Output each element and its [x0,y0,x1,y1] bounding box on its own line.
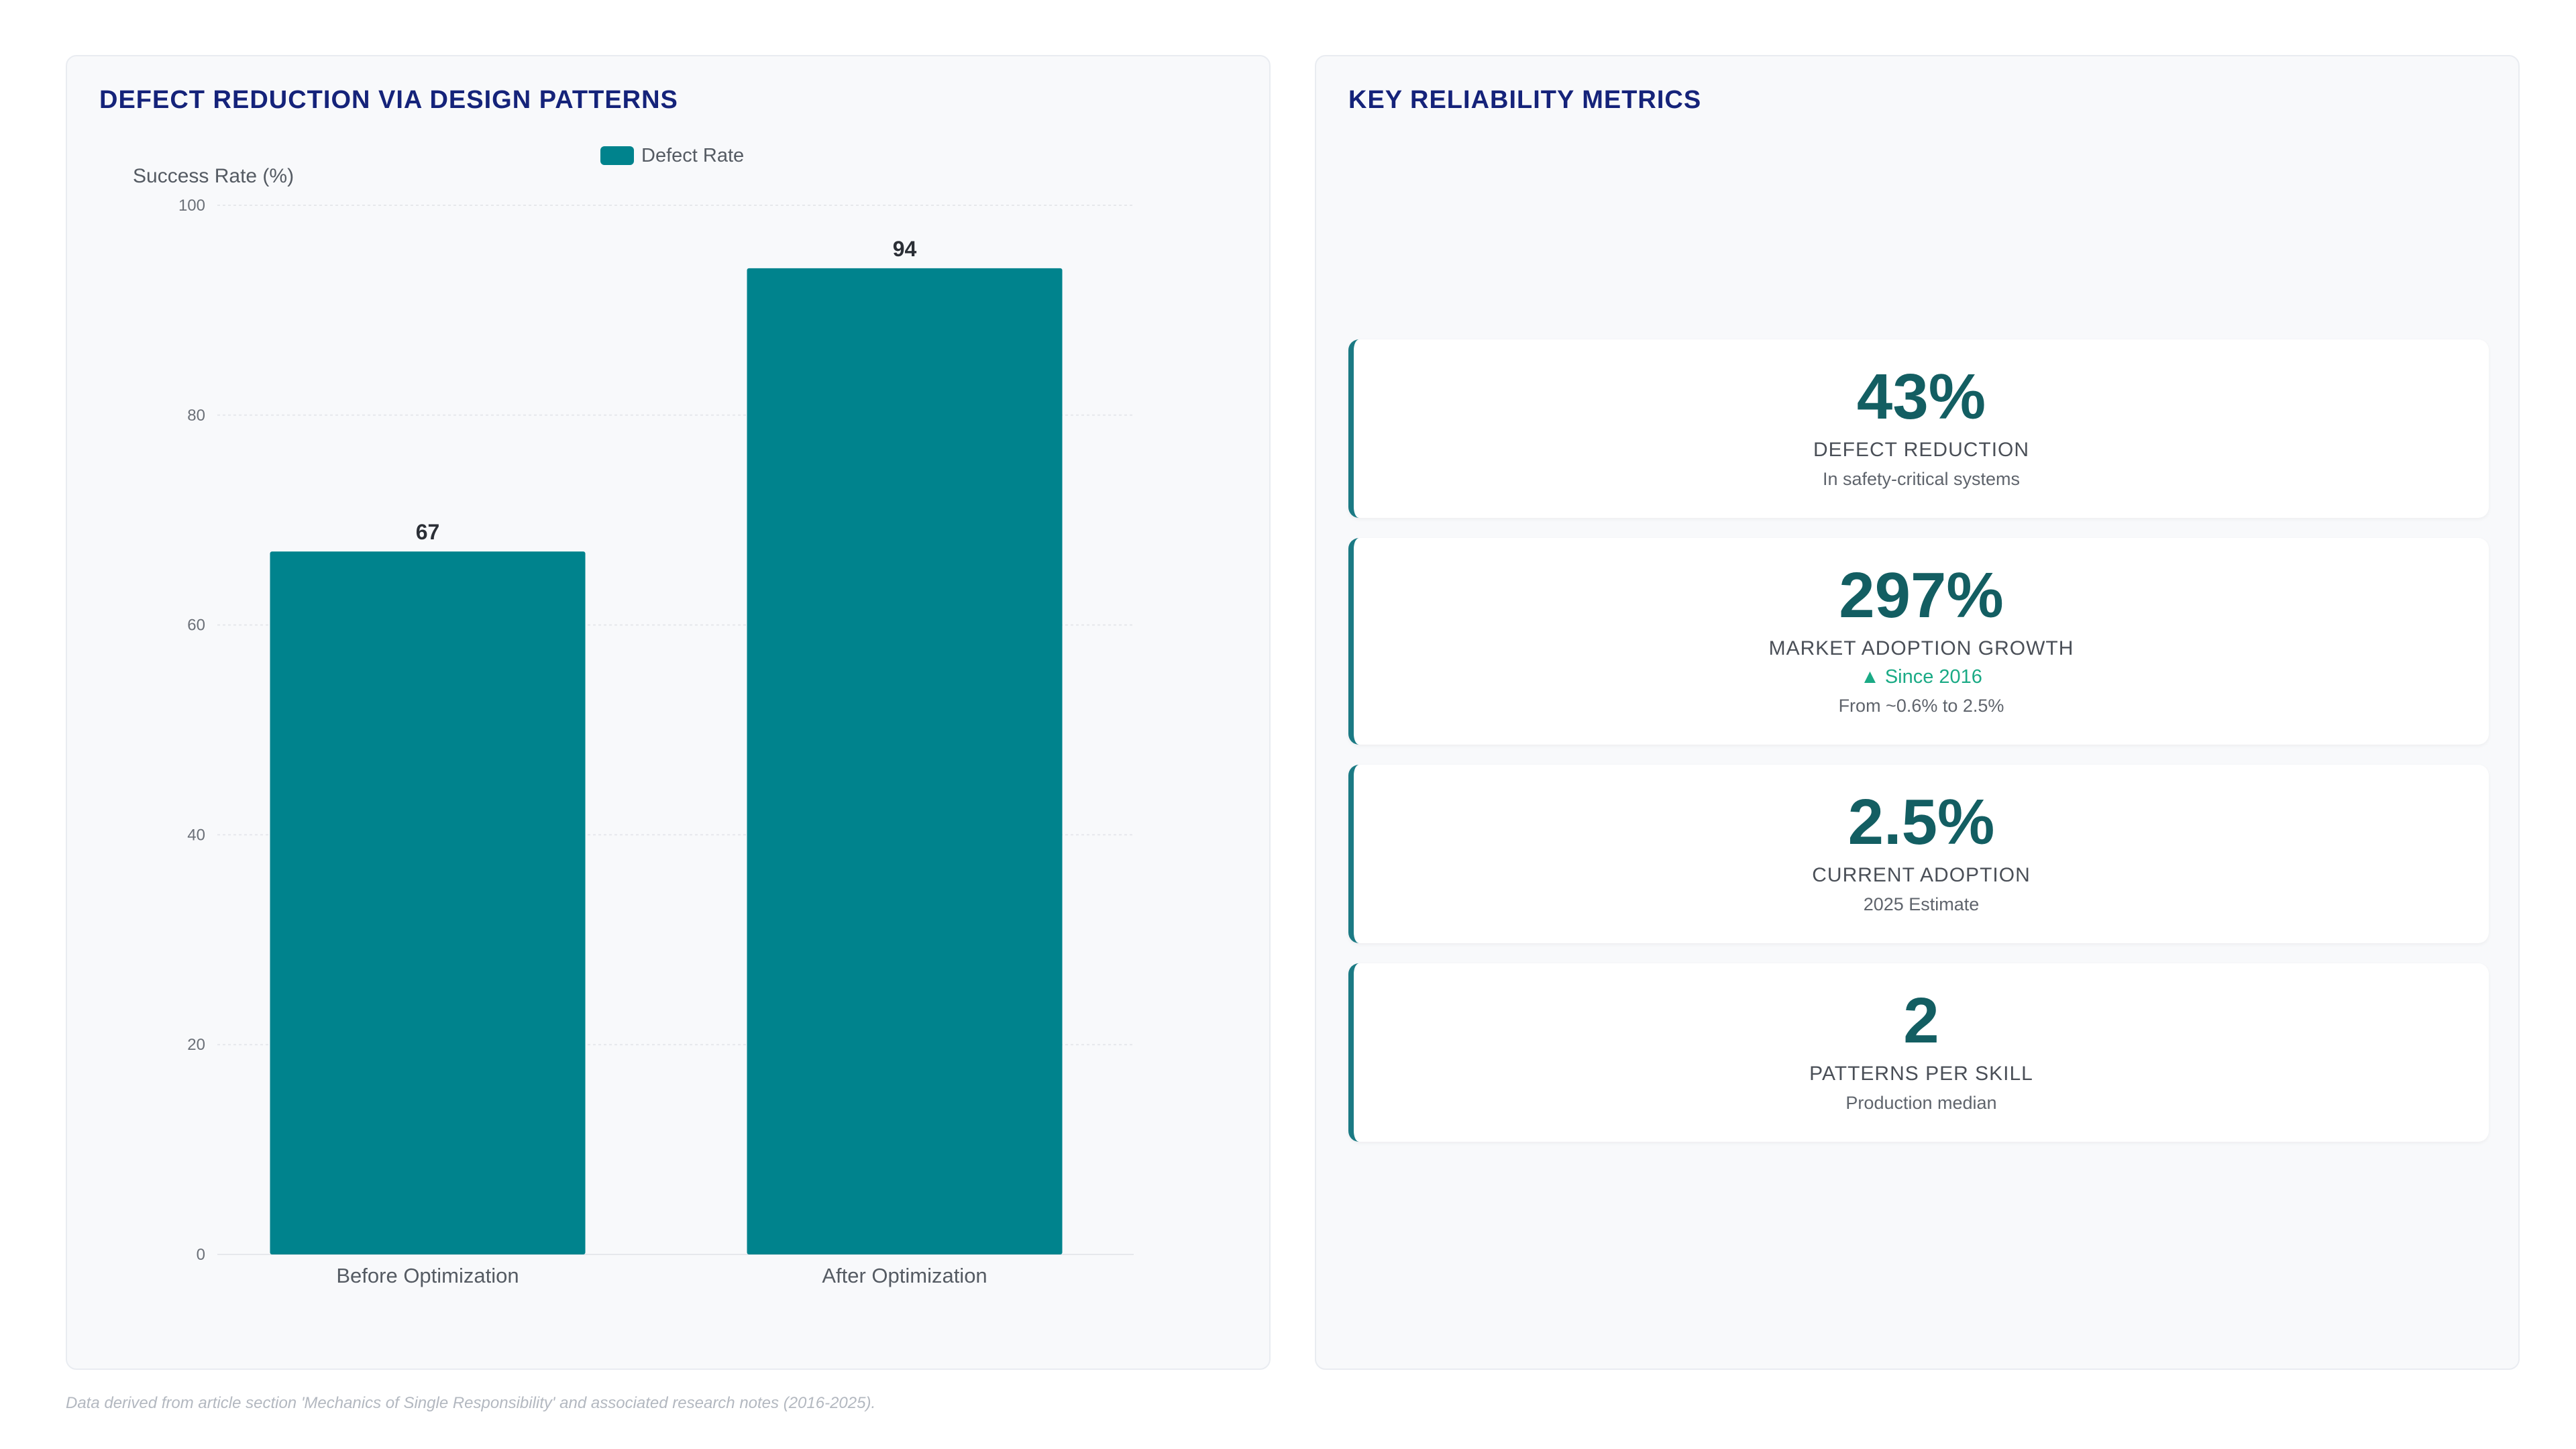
metric-value: 2.5% [1847,786,1995,858]
bar-chart: 0 20 40 60 80 100 Success Rate (%) Defect Rate 6… [133,145,1134,1287]
y-axis-label: Success Rate (%) [133,165,294,187]
x-tick-label: After Optimization [822,1264,987,1287]
metric-label: PATTERNS PER SKILL [1809,1063,2033,1085]
y-tick-label: 20 [187,1036,205,1054]
metric-label: DEFECT REDUCTION [1813,439,2030,461]
metric-card-patterns-per-skill: 2 PATTERNS PER SKILL Production median [1348,963,2489,1142]
metric-trend-up: ▲ Since 2016 [1860,666,1982,688]
metric-card-list: 43% DEFECT REDUCTION In safety-critical … [1348,339,2489,1162]
y-tick-label: 0 [197,1246,205,1264]
bar [747,268,1063,1255]
chart-panel-title: DEFECT REDUCTION VIA DESIGN PATTERNS [99,86,678,114]
metric-value: 43% [1856,361,1986,433]
y-tick-label: 40 [187,826,205,844]
metric-label: MARKET ADOPTION GROWTH [1768,637,2074,659]
chart-panel: DEFECT REDUCTION VIA DESIGN PATTERNS 0 20… [66,55,1271,1370]
metric-note: 2025 Estimate [1863,894,1980,914]
metric-card-market-adoption-growth: 297% MARKET ADOPTION GROWTH ▲ Since 2016… [1348,538,2489,745]
bar [270,551,586,1254]
metric-value: 2 [1903,985,1939,1057]
bar-data-label: 67 [416,520,440,544]
bar-data-label: 94 [893,237,917,261]
metric-value: 297% [1839,559,2004,631]
y-tick-label: 80 [187,407,205,425]
metric-note: From ~0.6% to 2.5% [1838,696,2004,716]
metrics-panel: KEY RELIABILITY METRICS 43% DEFECT REDUC… [1315,55,2520,1370]
metrics-panel-title: KEY RELIABILITY METRICS [1348,86,1702,114]
metric-card-current-adoption: 2.5% CURRENT ADOPTION 2025 Estimate [1348,765,2489,943]
metric-note: Production median [1845,1093,1997,1113]
metric-label: CURRENT ADOPTION [1812,864,2031,886]
legend-swatch [600,146,634,165]
x-tick-label: Before Optimization [336,1264,519,1287]
y-tick-label: 100 [178,197,205,215]
metric-note: In safety-critical systems [1822,469,2021,489]
source-footnote: Data derived from article section 'Mecha… [66,1394,876,1412]
metric-card-defect-reduction: 43% DEFECT REDUCTION In safety-critical … [1348,339,2489,518]
y-tick-label: 60 [187,616,205,635]
legend-label: Defect Rate [641,145,744,166]
